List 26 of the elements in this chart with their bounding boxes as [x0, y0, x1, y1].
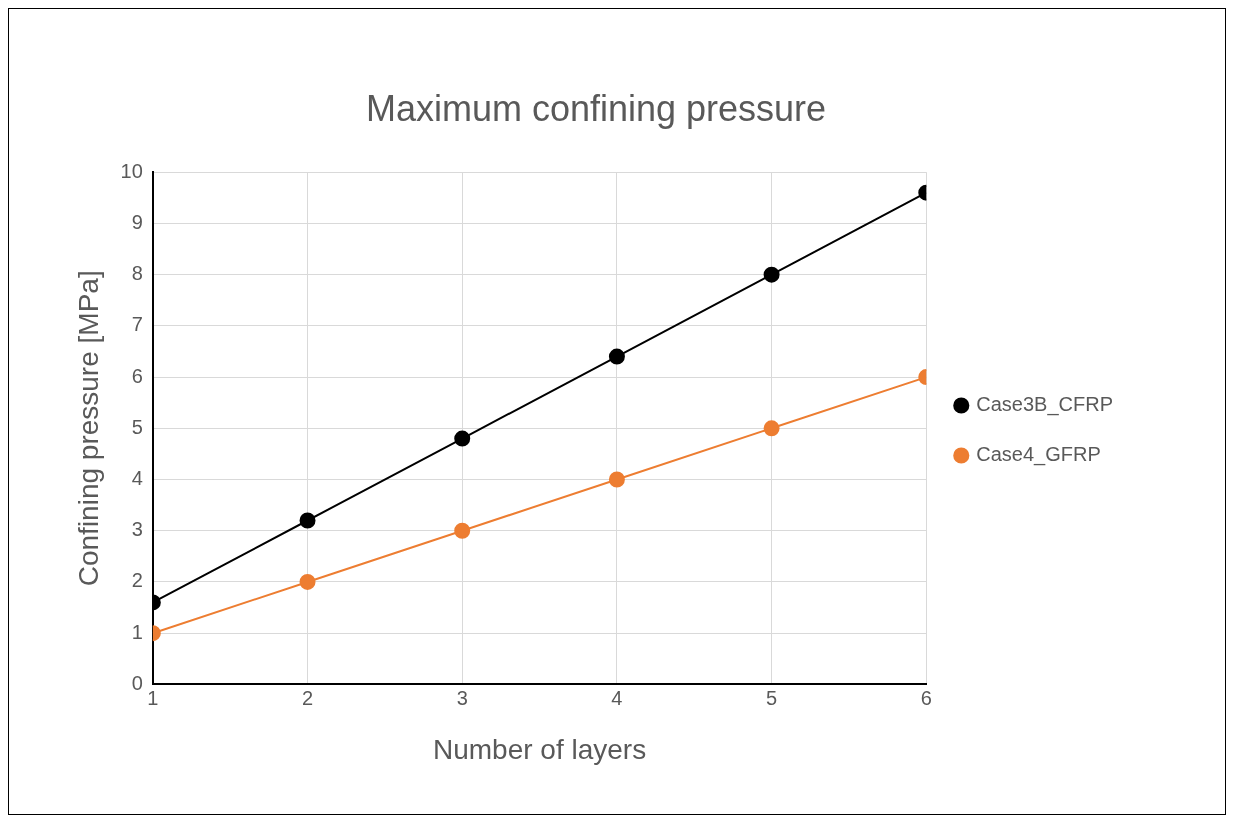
point [608, 471, 625, 488]
y-tick-label: 8 [131, 262, 143, 285]
y-tick-label: 4 [131, 467, 143, 490]
y-tick-label: 0 [131, 671, 143, 694]
legend-label: Case3B_CFRP [976, 393, 1113, 417]
y-tick-label: 3 [131, 518, 143, 541]
y-tick-label: 9 [131, 210, 143, 233]
x-axis-title: Number of layers [432, 733, 647, 765]
y-tick-label: 6 [131, 364, 143, 387]
x-tick-label: 6 [920, 686, 932, 709]
point [454, 430, 471, 447]
y-tick-label: 5 [131, 415, 143, 438]
point [608, 348, 625, 365]
x-tick-label: 1 [147, 686, 159, 709]
y-axis-title: Confining pressure [MPa] [72, 270, 104, 587]
y-tick-label: 7 [131, 313, 143, 336]
x-tick-label: 3 [456, 686, 468, 709]
point [454, 522, 471, 539]
x-tick-label: 2 [301, 686, 314, 709]
y-tick-label: 10 [120, 159, 143, 182]
x-tick-label: 4 [611, 686, 623, 709]
chart-title: Maximum confining pressure [365, 87, 827, 129]
x-tick-label: 5 [766, 686, 778, 709]
legend-label: Case4_GFRP [976, 443, 1101, 467]
y-tick-label: 2 [131, 569, 143, 592]
y-tick-label: 1 [131, 620, 143, 643]
